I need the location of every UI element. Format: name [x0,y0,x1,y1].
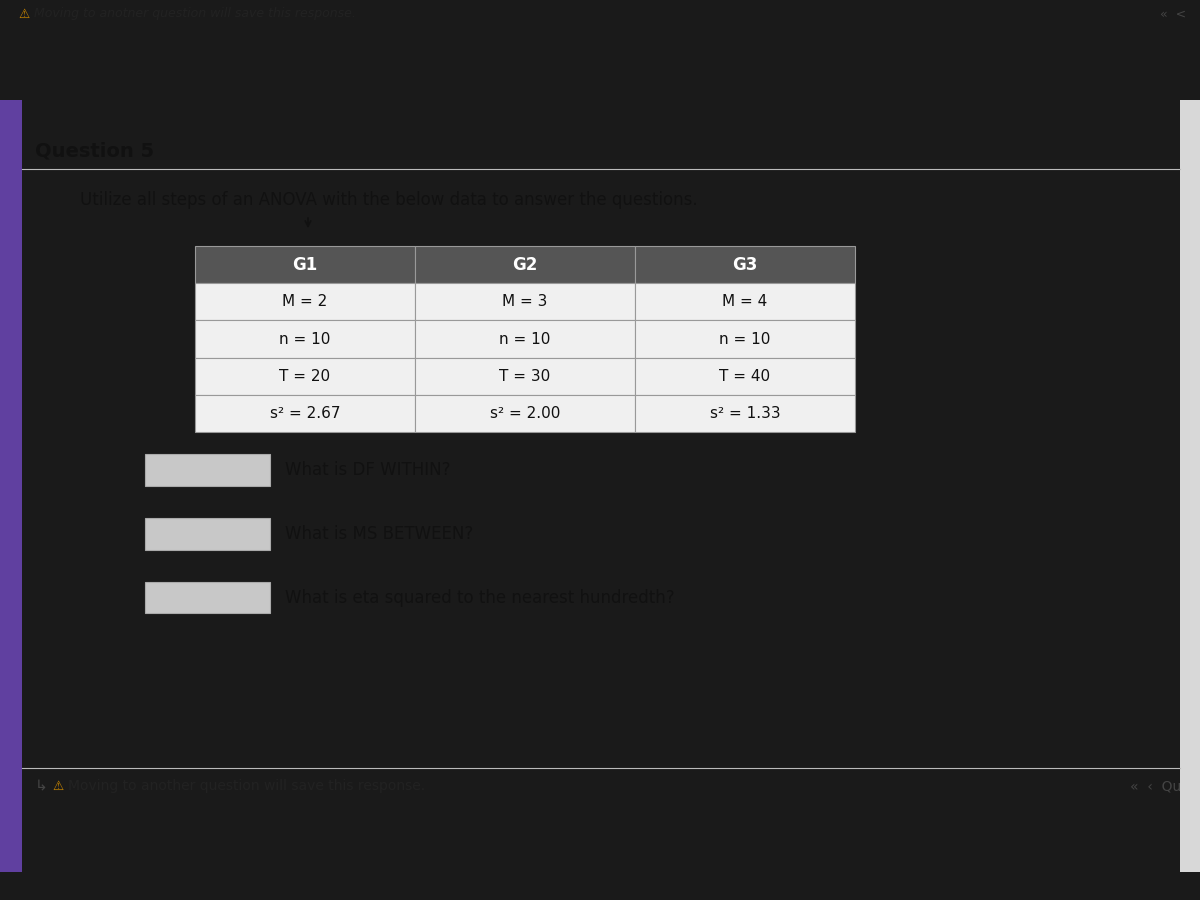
Bar [635,284,854,320]
Bar [145,454,270,486]
Text: s² = 1.33: s² = 1.33 [709,406,780,421]
Text: ⚠: ⚠ [18,7,29,21]
Text: T = 30: T = 30 [499,369,551,383]
Bar [415,395,635,432]
Bar [1180,100,1200,872]
Text: M = 3: M = 3 [503,294,547,310]
Bar [145,581,270,614]
Text: M = 2: M = 2 [282,294,328,310]
Text: What is eta squared to the nearest hundredth?: What is eta squared to the nearest hundr… [286,589,674,607]
Text: What is DF WITHIN?: What is DF WITHIN? [286,461,450,479]
Bar [415,357,635,395]
Text: n = 10: n = 10 [499,331,551,346]
Text: M = 4: M = 4 [722,294,768,310]
Text: G3: G3 [732,256,757,274]
Text: G1: G1 [293,256,318,274]
Text: ↳: ↳ [35,778,48,794]
Bar [194,395,415,432]
Bar [145,518,270,550]
Text: T = 40: T = 40 [720,369,770,383]
Bar [194,320,415,357]
Text: n = 10: n = 10 [719,331,770,346]
Bar [415,284,635,320]
Bar [194,284,415,320]
Text: G2: G2 [512,256,538,274]
Text: Moving to another question will save this response.: Moving to another question will save thi… [68,779,425,793]
Text: n = 10: n = 10 [280,331,331,346]
Bar [194,246,415,284]
Text: Utilize all steps of an ANOVA with the below data to answer the questions.: Utilize all steps of an ANOVA with the b… [80,191,697,209]
Text: Moving to anotner question will save this response.: Moving to anotner question will save thi… [34,7,356,21]
Text: What is MS BETWEEN?: What is MS BETWEEN? [286,525,473,543]
Bar [415,320,635,357]
Text: T = 20: T = 20 [280,369,330,383]
Bar [0,100,22,872]
Bar [635,246,854,284]
Bar [635,395,854,432]
Text: «  ‹  Qu: « ‹ Qu [1130,779,1181,793]
Text: s² = 2.00: s² = 2.00 [490,406,560,421]
Bar [194,357,415,395]
Bar [415,246,635,284]
Bar [635,320,854,357]
Text: «  <: « < [1160,7,1186,21]
Bar [635,357,854,395]
Text: Question 5: Question 5 [35,142,154,161]
Text: ⚠: ⚠ [52,779,64,793]
Text: s² = 2.67: s² = 2.67 [270,406,341,421]
